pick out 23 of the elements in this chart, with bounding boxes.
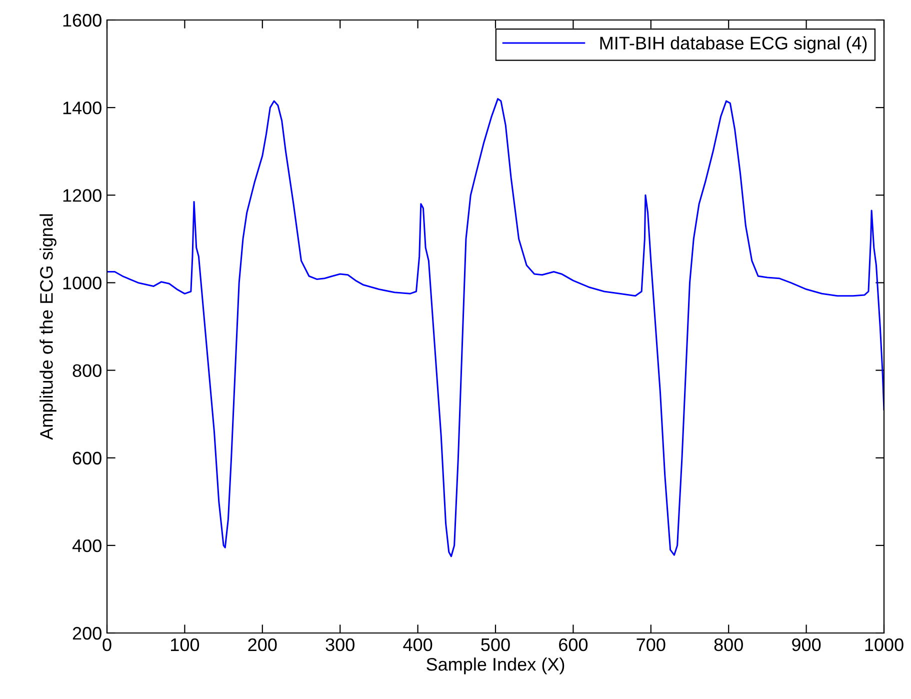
- y-tick-label: 800: [72, 364, 102, 378]
- y-tick-label: 400: [72, 539, 102, 552]
- y-tick-label: 1200: [63, 189, 102, 202]
- y-tick-label: 600: [72, 452, 102, 465]
- x-tick-label: 400: [403, 638, 432, 652]
- x-tick-label: 1000: [865, 638, 904, 652]
- y-tick-label: 200: [72, 626, 102, 640]
- x-tick-label: 500: [481, 638, 510, 652]
- x-tick-label: 300: [326, 638, 354, 652]
- x-tick-label: 200: [248, 638, 277, 652]
- x-axis-title: Sample Index (X): [426, 657, 564, 674]
- x-tick-label: 800: [714, 638, 743, 652]
- x-tick-label: 900: [792, 638, 821, 652]
- y-tick-label: 1600: [63, 14, 102, 27]
- x-tick-label: 600: [559, 638, 588, 652]
- x-tick-label: 0: [102, 638, 112, 652]
- y-tick-label: 1000: [63, 276, 102, 290]
- x-tick-label: 100: [171, 638, 200, 652]
- line-series: [107, 98, 884, 558]
- y-tick-label: 1400: [63, 102, 102, 114]
- y-axis-title: Amplitude of the ECG signal: [40, 214, 56, 440]
- legend-label: MIT-BIH database ECG signal (4): [600, 36, 867, 54]
- x-tick-label: 700: [636, 638, 666, 652]
